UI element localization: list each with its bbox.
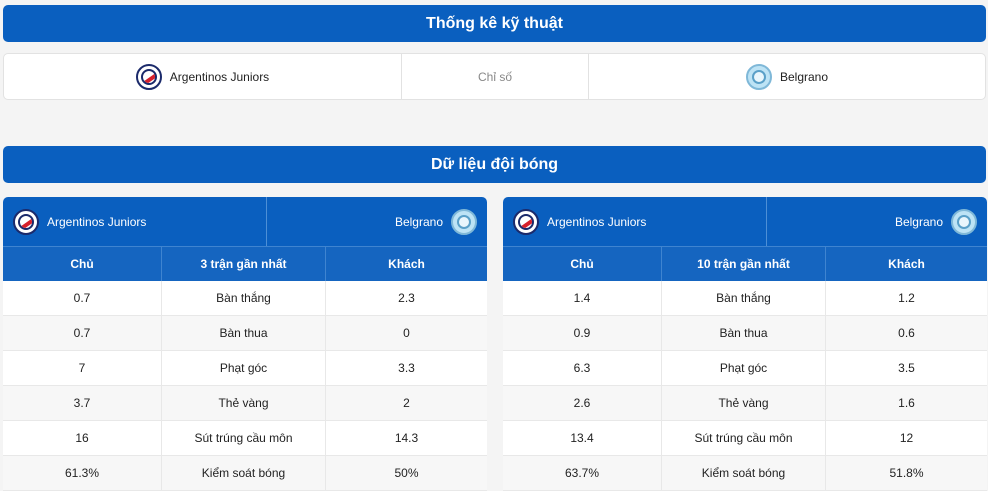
home-value: 2.6 — [503, 386, 662, 420]
table-row: 7 Phạt góc 3.3 — [3, 351, 487, 386]
table-row: 1.4 Bàn thắng 1.2 — [503, 281, 987, 316]
home-value: 63.7% — [503, 456, 662, 490]
belgrano-logo-icon — [951, 208, 977, 235]
panel-away-name: Belgrano — [394, 214, 443, 229]
col-mid-header: 10 trận gần nhất — [662, 247, 826, 281]
technical-stats-header: Thống kê kỹ thuật — [3, 5, 986, 42]
away-value: 3.3 — [398, 361, 415, 375]
technical-stats-title: Thống kê kỹ thuật — [426, 14, 563, 32]
argentinos-juniors-logo-icon — [135, 63, 162, 90]
table-row: 2.6 Thẻ vàng 1.6 — [503, 386, 987, 421]
col-home-header: Chủ — [503, 247, 662, 281]
panel-away-team[interactable]: Belgrano — [267, 197, 487, 246]
stat-label: Thẻ vàng — [662, 386, 826, 420]
panel-home-name: Argentinos Juniors — [47, 214, 147, 229]
panel-team-header: Argentinos Juniors Belgrano — [3, 197, 487, 246]
table-row: 16 Sút trúng cầu môn 14.3 — [3, 421, 487, 456]
away-value: 14.3 — [394, 431, 419, 445]
away-value: 1.6 — [898, 396, 915, 410]
summary-away-name: Belgrano — [779, 69, 829, 84]
away-value: 50% — [394, 466, 419, 480]
recent-3-panel: Argentinos Juniors Belgrano Chủ 3 trận g… — [3, 197, 487, 491]
stat-label: Bàn thua — [162, 316, 326, 350]
panel-team-header: Argentinos Juniors Belgrano — [503, 197, 987, 246]
summary-middle: Chỉ số — [402, 54, 589, 99]
away-value: 51.8% — [889, 466, 924, 480]
panel-home-team[interactable]: Argentinos Juniors — [503, 197, 767, 246]
away-value: 3.5 — [898, 361, 915, 375]
summary-home-team[interactable]: Argentinos Juniors — [4, 54, 402, 99]
away-value: 0 — [403, 326, 410, 340]
table-row: 3.7 Thẻ vàng 2 — [3, 386, 487, 421]
away-value: 0.6 — [898, 326, 915, 340]
summary-home-name: Argentinos Juniors — [169, 69, 270, 84]
table-row: 0.7 Bàn thắng 2.3 — [3, 281, 487, 316]
column-header-row: Chủ 3 trận gần nhất Khách — [3, 246, 487, 281]
col-home-header: Chủ — [3, 247, 162, 281]
argentinos-juniors-logo-icon — [13, 208, 39, 235]
stat-label: Thẻ vàng — [162, 386, 326, 420]
panel-away-team[interactable]: Belgrano — [767, 197, 987, 246]
stat-label: Bàn thắng — [662, 281, 826, 315]
away-value: 12 — [899, 431, 914, 445]
home-value: 3.7 — [3, 386, 162, 420]
stat-label: Phạt góc — [662, 351, 826, 385]
stat-label: Kiểm soát bóng — [662, 456, 826, 490]
belgrano-logo-icon — [745, 63, 772, 90]
home-value: 13.4 — [503, 421, 662, 455]
summary-middle-label: Chỉ số — [477, 69, 512, 84]
away-value: 1.2 — [898, 291, 915, 305]
away-value: 2 — [403, 396, 410, 410]
team-data-header: Dữ liệu đội bóng — [3, 146, 986, 183]
stat-label: Sút trúng cầu môn — [662, 421, 826, 455]
stat-label: Kiểm soát bóng — [162, 456, 326, 490]
match-summary: Argentinos Juniors Chỉ số Belgrano — [3, 53, 986, 100]
panel-home-name: Argentinos Juniors — [547, 214, 647, 229]
home-value: 1.4 — [503, 281, 662, 315]
table-row: 61.3% Kiểm soát bóng 50% — [3, 456, 487, 491]
home-value: 0.7 — [3, 281, 162, 315]
col-away-header: Khách — [388, 257, 425, 271]
column-header-row: Chủ 10 trận gần nhất Khách — [503, 246, 987, 281]
home-value: 6.3 — [503, 351, 662, 385]
home-value: 0.9 — [503, 316, 662, 350]
stat-label: Bàn thắng — [162, 281, 326, 315]
panel-home-team[interactable]: Argentinos Juniors — [3, 197, 267, 246]
argentinos-juniors-logo-icon — [513, 208, 539, 235]
stat-label: Sút trúng cầu môn — [162, 421, 326, 455]
col-mid-header: 3 trận gần nhất — [162, 247, 326, 281]
table-row: 6.3 Phạt góc 3.5 — [503, 351, 987, 386]
stat-label: Bàn thua — [662, 316, 826, 350]
table-row: 13.4 Sút trúng cầu môn 12 — [503, 421, 987, 456]
summary-away-team[interactable]: Belgrano — [589, 54, 985, 99]
home-value: 61.3% — [3, 456, 162, 490]
home-value: 0.7 — [3, 316, 162, 350]
home-value: 7 — [3, 351, 162, 385]
col-away-header: Khách — [888, 257, 925, 271]
home-value: 16 — [3, 421, 162, 455]
table-row: 0.9 Bàn thua 0.6 — [503, 316, 987, 351]
panel-away-name: Belgrano — [894, 214, 943, 229]
away-value: 2.3 — [398, 291, 415, 305]
team-data-title: Dữ liệu đội bóng — [430, 155, 559, 173]
belgrano-logo-icon — [451, 208, 477, 235]
table-row: 0.7 Bàn thua 0 — [3, 316, 487, 351]
recent-10-panel: Argentinos Juniors Belgrano Chủ 10 trận … — [503, 197, 987, 491]
table-row: 63.7% Kiểm soát bóng 51.8% — [503, 456, 987, 491]
stat-label: Phạt góc — [162, 351, 326, 385]
